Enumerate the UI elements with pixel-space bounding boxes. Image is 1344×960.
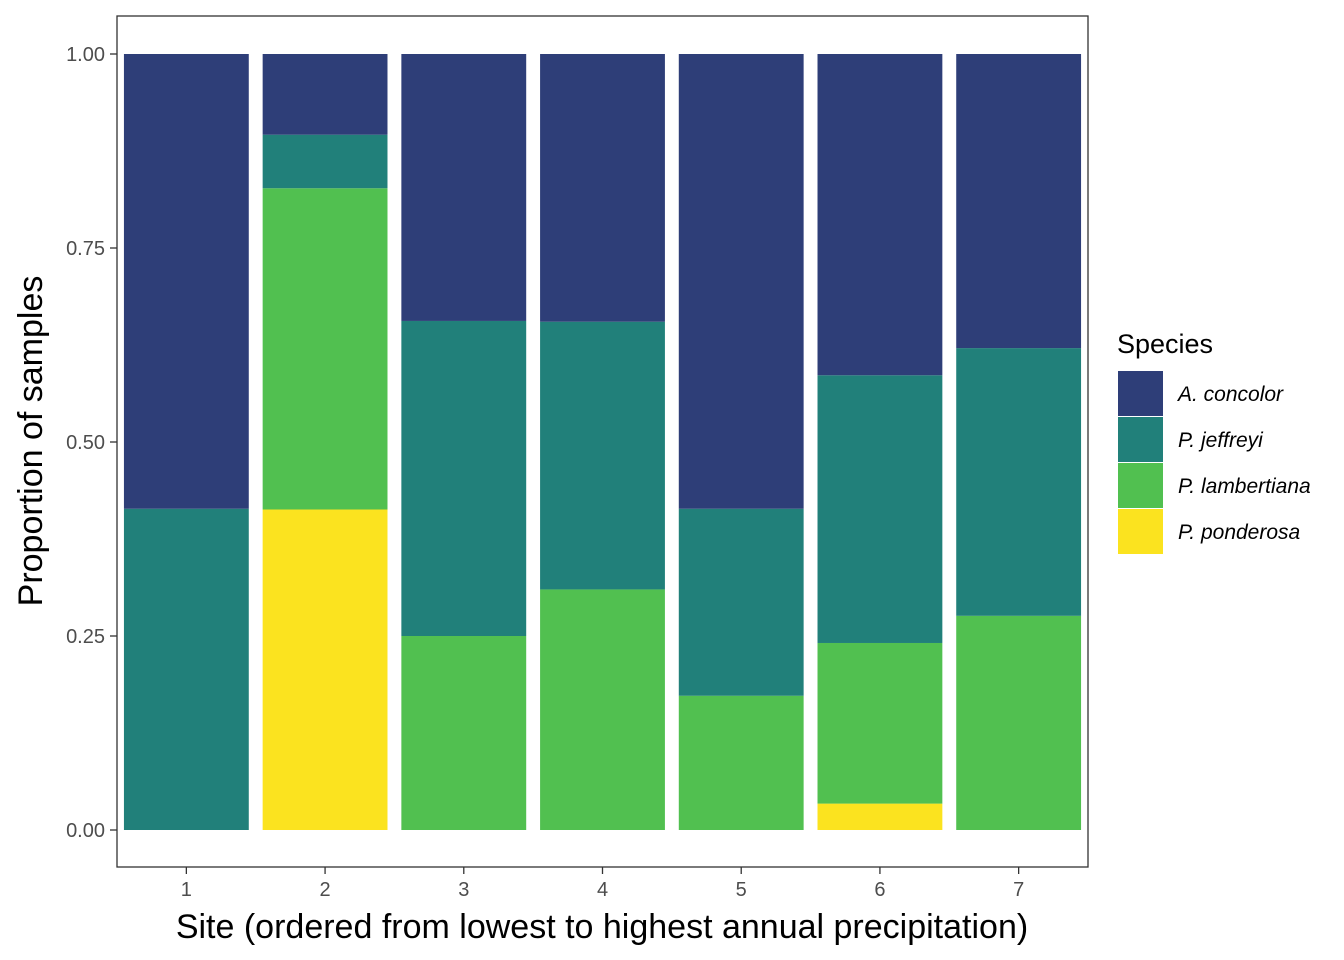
bars xyxy=(123,54,1082,830)
legend: Species A. concolor P. jeffreyi P. lambert… xyxy=(1117,329,1311,554)
bar-site-3-a-concolor xyxy=(401,54,527,321)
x-axis-title: Site (ordered from lowest to highest ann… xyxy=(176,908,1028,946)
bar-site-6-p-lambertiana xyxy=(817,642,943,804)
legend-swatch xyxy=(1118,371,1163,416)
legend-label: A. concolor xyxy=(1176,383,1284,406)
x-tick-label: 1 xyxy=(181,879,192,901)
legend-label: P. ponderosa xyxy=(1178,521,1300,544)
x-tick-label: 5 xyxy=(736,879,747,901)
bar-site-6-a-concolor xyxy=(817,54,943,376)
y-tick-label: 0.25 xyxy=(66,626,105,648)
x-tick-label: 7 xyxy=(1013,879,1024,901)
bar-site-1-p-jeffreyi xyxy=(123,508,249,830)
bar-site-7-a-concolor xyxy=(956,54,1082,349)
bar-site-6-p-ponderosa xyxy=(817,803,943,830)
x-tick-label: 6 xyxy=(874,879,885,901)
y-tick-label: 1.00 xyxy=(66,44,105,66)
y-tick-label: 0.50 xyxy=(66,432,105,454)
bar-site-3-p-lambertiana xyxy=(401,636,527,830)
bar-site-7-p-lambertiana xyxy=(956,615,1082,830)
x-tick-label: 2 xyxy=(320,879,331,901)
bar-site-7-p-jeffreyi xyxy=(956,348,1082,616)
y-tick-label: 0.00 xyxy=(66,820,105,842)
legend-title: Species xyxy=(1117,329,1213,359)
bar-site-5-a-concolor xyxy=(678,54,804,509)
legend-swatch xyxy=(1118,463,1163,508)
bar-site-2-p-ponderosa xyxy=(262,509,388,830)
bar-site-2-a-concolor xyxy=(262,54,388,135)
bar-site-1-a-concolor xyxy=(123,54,249,509)
legend-label: P. lambertiana xyxy=(1178,475,1311,498)
bar-site-4-p-jeffreyi xyxy=(540,321,665,590)
x-tick-label: 3 xyxy=(458,879,469,901)
bar-site-5-p-jeffreyi xyxy=(678,508,804,696)
bar-site-6-p-jeffreyi xyxy=(817,375,943,643)
x-tick-label: 4 xyxy=(597,879,608,901)
bar-site-5-p-lambertiana xyxy=(678,695,804,830)
bar-site-3-p-jeffreyi xyxy=(401,320,527,636)
bar-site-2-p-lambertiana xyxy=(262,188,388,510)
x-axis: 1 2 3 4 5 6 7 xyxy=(181,867,1024,901)
legend-swatch xyxy=(1118,509,1163,554)
bar-site-2-p-jeffreyi xyxy=(262,134,388,189)
legend-label: P. jeffreyi xyxy=(1178,429,1264,452)
y-tick-label: 0.75 xyxy=(66,238,105,260)
y-axis-title: Proportion of samples xyxy=(12,276,50,607)
bar-site-4-a-concolor xyxy=(540,54,665,322)
bar-site-4-p-lambertiana xyxy=(540,589,665,830)
y-axis: 0.00 0.25 0.50 0.75 1.00 xyxy=(66,44,117,842)
legend-swatch xyxy=(1118,417,1163,462)
